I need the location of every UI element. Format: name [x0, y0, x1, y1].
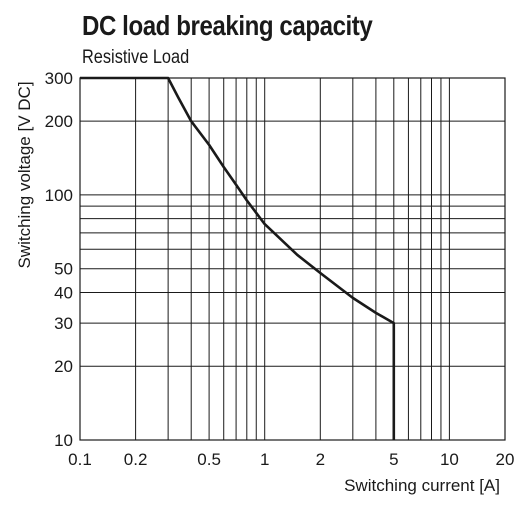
y-tick-label: 50	[54, 260, 73, 279]
breaking-capacity-curve	[80, 76, 396, 440]
y-tick-label: 100	[45, 186, 73, 205]
y-axis-label: Switching voltage [V DC]	[15, 81, 34, 268]
chart-subtitle: Resistive Load	[82, 47, 190, 68]
y-tick-label: 30	[54, 314, 73, 333]
x-tick-label: 1	[260, 450, 269, 469]
x-tick-label: 0.5	[197, 450, 221, 469]
tick-labels: 0.1 0.2 0.5 1 2 5 10 20 10 20 30 40 50 100 200 300	[45, 69, 515, 469]
x-tick-label: 2	[316, 450, 325, 469]
chart-title: DC load breaking capacity	[82, 10, 373, 41]
y-tick-label: 10	[54, 431, 73, 450]
y-tick-label: 40	[54, 283, 73, 302]
x-tick-label: 0.2	[124, 450, 148, 469]
x-tick-label: 0.1	[68, 450, 92, 469]
x-axis-label: Switching current [A]	[344, 476, 500, 495]
curve-layer	[80, 76, 396, 440]
x-tick-label: 10	[440, 450, 459, 469]
y-tick-label: 300	[45, 69, 73, 88]
y-tick-label: 20	[54, 357, 73, 376]
x-tick-label: 20	[496, 450, 515, 469]
x-tick-label: 5	[389, 450, 398, 469]
grid	[79, 77, 506, 441]
y-tick-label: 200	[45, 112, 73, 131]
